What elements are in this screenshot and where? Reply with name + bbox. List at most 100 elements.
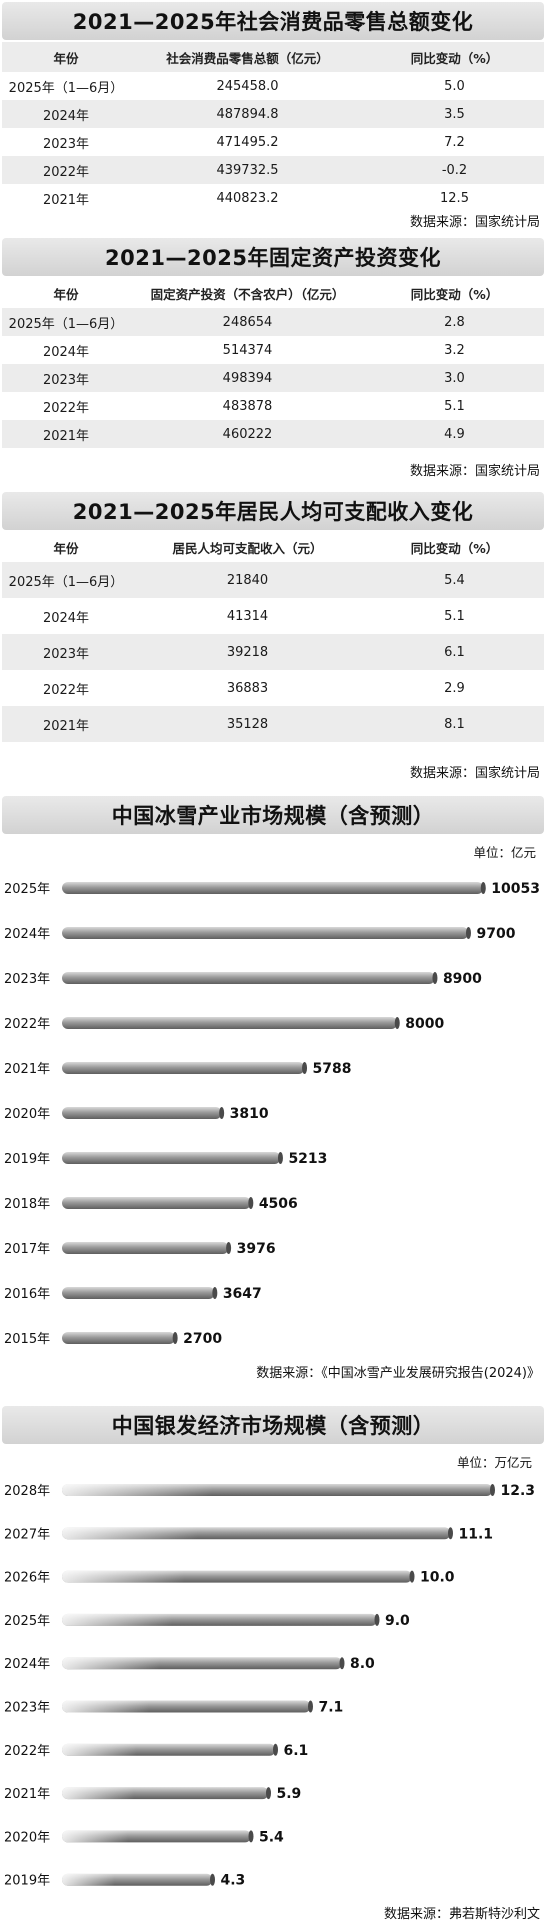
bar-fade	[62, 1743, 276, 1756]
header-value: 社会消费品零售总额（亿元）	[130, 42, 365, 72]
header-value: 居民人均可支配收入（元）	[172, 540, 323, 556]
bar-end	[480, 882, 486, 894]
category-label: 2022年	[4, 1744, 50, 1759]
value-label: 3647	[223, 1286, 262, 1302]
cell-change: 2.9	[444, 680, 465, 696]
category-label: 2019年	[4, 1152, 50, 1167]
cell-value: 460222	[130, 420, 365, 448]
cell-value: 39218	[130, 634, 365, 670]
cell-change: 6.1	[365, 634, 544, 670]
header-change: 同比变动（%）	[410, 540, 499, 556]
table-row: 2025年（1—6月） 248654 2.8	[2, 308, 544, 336]
bar-end	[226, 1242, 232, 1254]
value-label: 12.3	[501, 1483, 536, 1499]
chart2-title: 中国银发经济市场规模（含预测）	[2, 1406, 544, 1444]
table-row: 2021年 35128 8.1	[2, 706, 544, 742]
silver-economy-bar-chart: 2028年 12.3 2027年 11.1 2026年 10.0 2025年 9.0 2024年…	[4, 1483, 536, 1889]
cell-change: 3.5	[365, 100, 544, 128]
value-label: 9.0	[385, 1613, 410, 1629]
header-year: 年份	[53, 286, 79, 302]
table-row: 2021年 440823.2 12.5	[2, 184, 544, 212]
bar-fade	[62, 1062, 305, 1074]
value-label: 7.1	[319, 1700, 344, 1716]
header-value: 固定资产投资（不含农户）（亿元）	[150, 286, 345, 302]
bar-end	[409, 1570, 415, 1583]
header-year: 年份	[2, 42, 130, 72]
cell-change: 5.4	[365, 562, 544, 598]
header-change: 同比变动（%）	[410, 286, 499, 302]
cell-value: 248654	[130, 308, 365, 336]
table1-source: 数据来源：国家统计局	[409, 215, 540, 230]
table-header-row: 年份 居民人均可支配收入（元） 同比变动（%）	[2, 532, 544, 562]
bar-end	[374, 1613, 380, 1626]
header-year: 年份	[53, 540, 79, 556]
cell-year: 2021年	[2, 706, 130, 742]
bar-end	[490, 1484, 495, 1496]
cell-change: 2.8	[365, 308, 544, 336]
cell-year: 2024年	[42, 344, 90, 360]
cell-change: -0.2	[365, 156, 544, 184]
cell-value: 41314	[226, 608, 269, 624]
value-label: 10.0	[420, 1570, 455, 1586]
bar-fade	[62, 1657, 342, 1670]
cell-year: 2023年	[2, 634, 130, 670]
table3-source: 数据来源：国家统计局	[409, 766, 540, 781]
category-label: 2019年	[4, 1874, 50, 1889]
ice-snow-bar-chart: 2025年 10053 2024年 9700 2023年 8900 2022年 8000 202…	[4, 881, 540, 1347]
bar-fade	[62, 972, 435, 984]
disposable-income-table: 年份 居民人均可支配收入（元） 同比变动（%） 2025年（1—6月） 21840…	[2, 532, 544, 742]
category-label: 2021年	[4, 1787, 50, 1802]
bar-fade	[62, 1787, 269, 1800]
cell-year: 2022年	[2, 156, 130, 184]
cell-change: 3.2	[444, 342, 465, 358]
bar-fade	[62, 1484, 493, 1496]
cell-value: 487894.8	[130, 100, 365, 128]
cell-change: 8.1	[365, 706, 544, 742]
value-label: 2700	[183, 1331, 222, 1347]
cell-year: 2022年	[42, 682, 90, 698]
bar-end	[339, 1657, 345, 1670]
category-label: 2015年	[4, 1332, 50, 1347]
bar-fade	[62, 1287, 215, 1299]
category-label: 2023年	[4, 1701, 50, 1716]
cell-value: 245458.0	[216, 78, 279, 94]
table-row: 2024年 41314 5.1	[2, 598, 544, 634]
bar-fade	[62, 1527, 451, 1540]
category-label: 2028年	[4, 1484, 50, 1499]
chart1-unit: 单位：亿元	[473, 845, 536, 860]
bar-end	[308, 1700, 313, 1713]
table-row: 2022年 36883 2.9	[2, 670, 544, 706]
header-change: 同比变动（%）	[365, 42, 544, 72]
value-label: 5.4	[259, 1829, 284, 1845]
bar-fade	[62, 1570, 412, 1583]
value-label: 11.1	[459, 1526, 494, 1542]
value-label: 5213	[288, 1151, 327, 1167]
bar-fade	[62, 1017, 398, 1029]
category-label: 2016年	[4, 1287, 50, 1302]
cell-value: 21840	[130, 562, 365, 598]
bar-end	[277, 1152, 283, 1164]
cell-year: 2021年	[2, 420, 130, 448]
bar-fade	[62, 882, 484, 894]
bar-end	[219, 1107, 225, 1119]
chart1-source: 数据来源：《中国冰雪产业发展研究报告(2024)》	[256, 1366, 540, 1381]
bar-end	[210, 1873, 215, 1886]
table-row: 2023年 39218 6.1	[2, 634, 544, 670]
category-label: 2017年	[4, 1242, 50, 1257]
cell-value: 35128	[130, 706, 365, 742]
table-row: 2023年 498394 3.0	[2, 364, 544, 392]
bar-end	[465, 927, 471, 939]
category-label: 2021年	[4, 1062, 50, 1077]
value-label: 8900	[443, 971, 482, 987]
chart2-unit: 单位：万亿元	[456, 1455, 532, 1470]
bar-end	[302, 1062, 308, 1074]
table-row: 2022年 483878 5.1	[2, 392, 544, 420]
bar-end	[273, 1743, 278, 1756]
category-label: 2018年	[4, 1197, 50, 1212]
fixed-investment-table: 年份 固定资产投资（不含农户）（亿元） 同比变动（%） 2025年（1—6月） 2…	[2, 278, 544, 448]
cell-year: 2025年（1—6月）	[8, 80, 124, 96]
bar-fade	[62, 1152, 281, 1164]
bar-end	[248, 1830, 254, 1843]
cell-year: 2021年	[42, 192, 90, 208]
category-label: 2020年	[4, 1830, 50, 1845]
